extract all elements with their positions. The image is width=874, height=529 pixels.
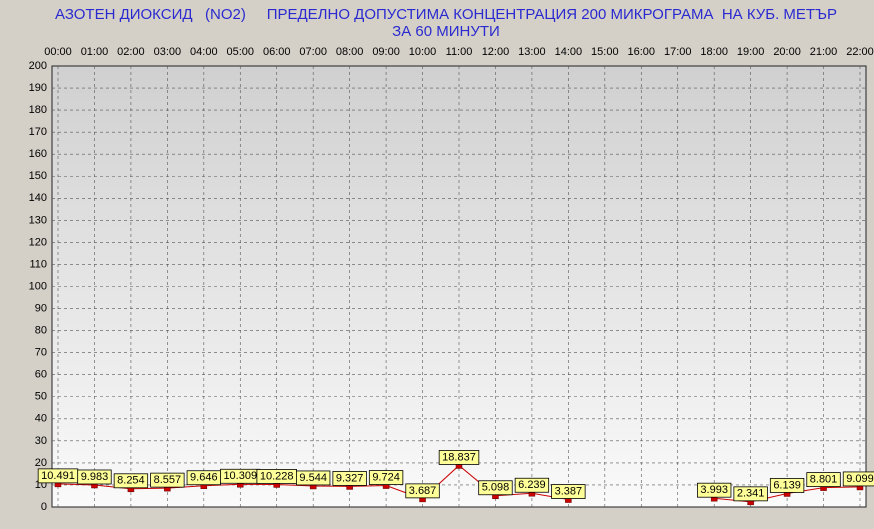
y-tick-label: 130 [29,214,47,226]
x-tick-label: 05:00 [227,46,255,58]
x-tick-label: 01:00 [81,46,109,58]
data-label: 8.254 [117,475,145,487]
chart-title: АЗОТЕН ДИОКСИД (NO2) ПРЕДЕЛНО ДОПУСТИМА … [55,6,837,23]
x-tick-label: 10:00 [409,46,437,58]
y-tick-label: 180 [29,104,47,116]
data-label: 10.309 [223,470,257,482]
data-label: 9.099 [846,473,874,485]
x-tick-label: 12:00 [482,46,510,58]
x-tick-label: 21:00 [810,46,838,58]
data-label: 9.646 [190,472,218,484]
y-tick-label: 40 [35,413,47,425]
x-tick-label: 15:00 [591,46,619,58]
chart-subtitle: ЗА 60 МИНУТИ [392,23,500,40]
data-label: 18.837 [442,451,476,463]
data-label: 9.983 [81,471,109,483]
y-tick-label: 120 [29,236,47,248]
data-label: 10.491 [41,470,75,482]
x-tick-label: 13:00 [518,46,546,58]
data-label: 9.544 [299,472,327,484]
data-label-box [806,472,841,487]
data-label-box [438,450,480,465]
y-tick-label: 200 [29,60,47,72]
x-tick-label: 11:00 [446,46,473,58]
data-label-box [368,470,404,485]
y-tick-label: 90 [35,302,47,314]
y-tick-label: 110 [29,258,47,270]
data-label-box [405,483,440,499]
x-tick-label: 04:00 [190,46,218,58]
data-label-box [113,473,149,489]
data-label-box [77,469,112,485]
data-label-box [296,470,331,486]
x-tick-label: 07:00 [299,46,327,58]
data-label-box [514,477,550,493]
x-tick-label: 09:00 [372,46,400,58]
x-tick-label: 08:00 [336,46,364,58]
y-tick-label: 60 [35,369,47,381]
y-tick-label: 150 [29,170,47,182]
y-tick-label: 30 [35,435,47,447]
data-label: 3.993 [700,484,728,496]
data-label: 6.239 [518,479,546,491]
x-tick-label: 16:00 [628,46,656,58]
x-tick-label: 22:00 [846,46,874,58]
x-tick-label: 00:00 [44,46,72,58]
data-label: 9.724 [372,471,400,483]
y-tick-label: 170 [29,126,47,138]
y-tick-label: 140 [29,192,47,204]
data-label: 8.557 [154,474,182,486]
data-label: 9.327 [336,472,364,484]
data-label-box [150,472,185,488]
y-tick-label: 70 [35,347,47,359]
data-label-box [769,478,805,493]
x-tick-label: 02:00 [117,46,145,58]
x-tick-label: 20:00 [773,46,801,58]
y-tick-label: 80 [35,325,47,337]
y-tick-label: 190 [29,82,47,94]
x-tick-label: 19:00 [737,46,765,58]
data-label: 10.228 [260,470,294,482]
data-label-box [551,484,586,499]
y-tick-label: 160 [29,148,47,160]
x-tick-label: 18:00 [700,46,728,58]
data-label-box [478,480,513,496]
x-tick-label: 17:00 [664,46,692,58]
x-tick-label: 06:00 [263,46,291,58]
data-label-box [842,471,874,487]
y-tick-label: 20 [35,457,47,469]
x-tick-label: 03:00 [154,46,182,58]
data-label: 5.098 [482,482,510,494]
y-tick-label: 50 [35,391,47,403]
data-label: 3.687 [409,485,437,497]
data-label-box [733,486,768,502]
data-label: 6.139 [773,479,801,491]
data-label-box [697,482,732,498]
x-tick-label: 14:00 [555,46,583,58]
y-tick-label: 0 [41,501,47,513]
data-label-box [332,471,367,486]
y-tick-label: 100 [29,280,47,292]
data-label: 8.801 [810,474,838,486]
data-label: 2.341 [737,488,765,500]
data-label: 3.387 [555,485,583,497]
